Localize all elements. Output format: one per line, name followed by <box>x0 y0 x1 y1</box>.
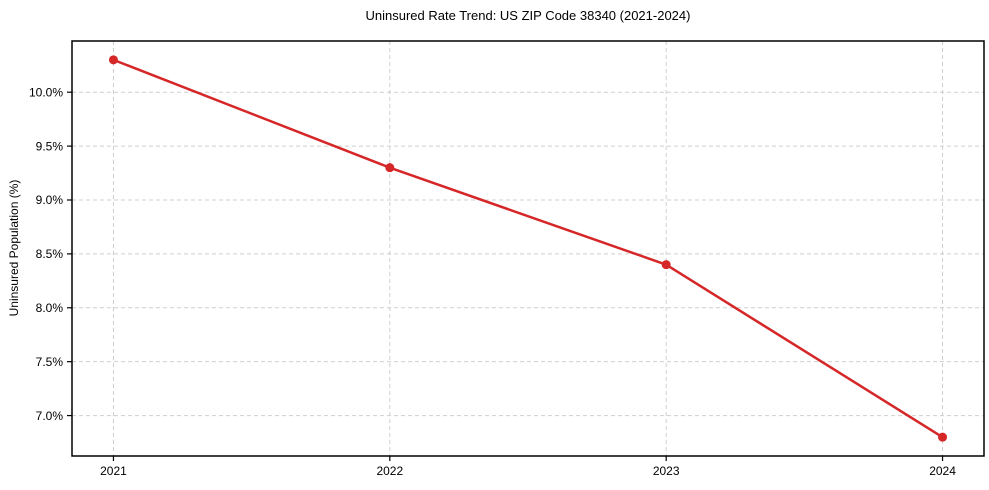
y-tick-label: 9.0% <box>36 193 64 207</box>
data-point-2021 <box>108 55 118 65</box>
y-tick-label: 10.0% <box>29 85 63 99</box>
x-tick-label: 2023 <box>653 464 680 478</box>
y-tick-label: 7.5% <box>36 355 64 369</box>
y-tick-label: 9.5% <box>36 139 64 153</box>
chart-title: Uninsured Rate Trend: US ZIP Code 38340 … <box>365 8 691 23</box>
y-tick-label: 8.0% <box>36 301 64 315</box>
y-tick-label: 7.0% <box>36 409 64 423</box>
data-point-2023 <box>661 260 671 270</box>
y-tick-label: 8.5% <box>36 247 64 261</box>
plot-border <box>71 40 985 457</box>
x-tick-label: 2022 <box>376 464 403 478</box>
x-tick-label: 2021 <box>100 464 127 478</box>
trend-line <box>112 58 944 439</box>
data-point-2022 <box>385 163 395 173</box>
x-tick-label: 2024 <box>929 464 956 478</box>
data-point-2024 <box>938 432 948 442</box>
